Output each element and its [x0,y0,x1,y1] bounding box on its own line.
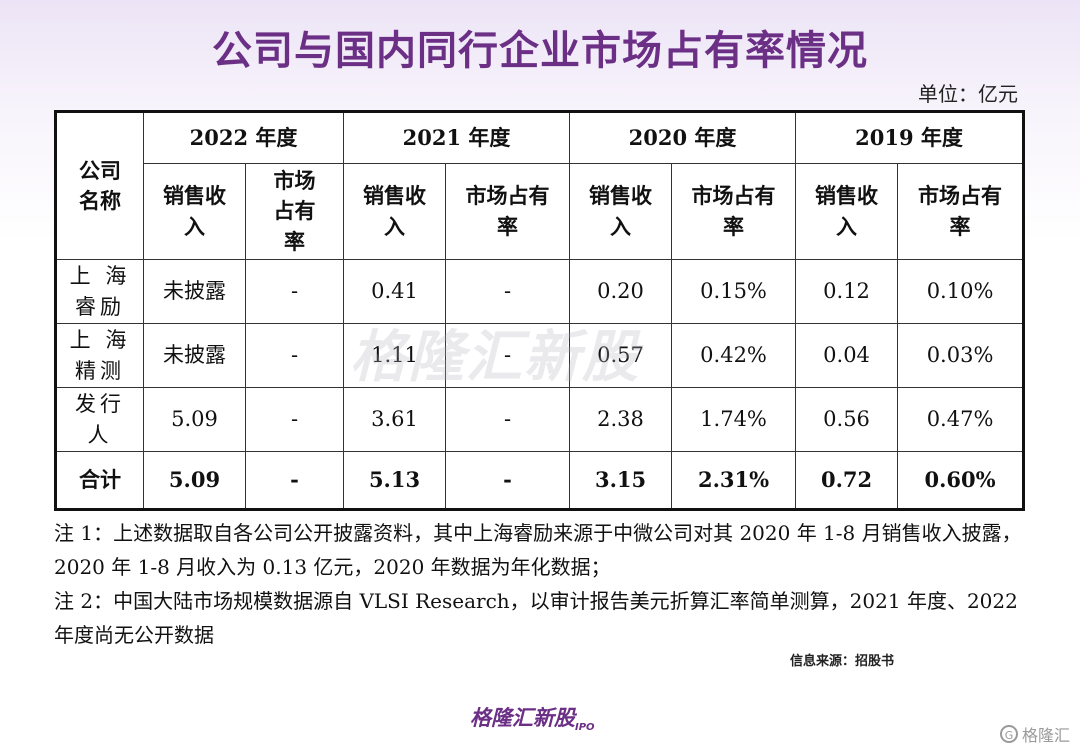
table-cell: 0.15% [671,259,797,324]
table-cell: 5.09 [143,451,246,510]
company-name: 上 海 睿励 [55,259,144,324]
table-cell: 0.10% [897,259,1025,324]
brand-circle-icon: G [999,725,1018,743]
table-row: 上 海 精测 未披露 - 1.11 - 0.57 0.42% 0.04 0.03… [55,323,1025,388]
header-year-2020: 2020 年度 [569,111,797,164]
table-cell: - [244,259,345,324]
table-cell: 0.04 [795,323,899,388]
header-year-2021: 2021 年度 [343,111,571,164]
table-cell: 2.38 [569,387,673,452]
footnote-2: 注 2：中国大陆市场规模数据源自 VLSI Research，以审计报告美元折算… [54,589,1018,647]
company-name: 上 海 精测 [55,323,144,388]
company-name: 发行 人 [55,387,144,452]
header-share: 市场占有 率 [897,163,1025,260]
header-sales: 销售收 入 [143,163,246,260]
table-cell: 0.42% [671,323,797,388]
footnotes: 注 1：上述数据取自各公司公开披露资料，其中上海睿励来源于中微公司对其 2020… [54,516,1024,652]
header-share: 市场占有 率 [671,163,797,260]
table-cell: - [244,387,345,452]
table-cell: - [445,451,571,510]
table-cell: - [244,451,345,510]
table-cell: 5.13 [343,451,447,510]
table-cell: 0.60% [897,451,1025,510]
table-row-total: 合计 5.09 - 5.13 - 3.15 2.31% 0.72 0.60% [55,451,1025,510]
unit-label: 单位：亿元 [918,82,1018,106]
page-title: 公司与国内同行企业市场占有率情况 [212,28,868,74]
table-cell: 未披露 [143,259,246,324]
header-sales: 销售收 入 [343,163,447,260]
table-cell: 3.61 [343,387,447,452]
table-cell: 0.47% [897,387,1025,452]
table-cell: 3.15 [569,451,673,510]
footnote-1: 注 1：上述数据取自各公司公开披露资料，其中上海睿励来源于中微公司对其 2020… [54,521,1022,579]
source-label: 信息来源：招股书 [790,654,895,669]
header-sales: 销售收 入 [795,163,899,260]
corner-logo: G 格隆汇 [999,722,1070,746]
total-label: 合计 [55,451,144,510]
table-cell: 0.41 [343,259,447,324]
header-share: 市场占有 率 [445,163,571,260]
table-cell: 0.12 [795,259,899,324]
header-company-name: 公司 名称 [55,111,144,260]
table-cell: 0.57 [569,323,673,388]
header-year-2022: 2022 年度 [142,111,345,164]
header-year-2019: 2019 年度 [795,111,1025,164]
table-cell: 0.20 [569,259,673,324]
table-cell: - [445,259,571,324]
header-share: 市场 占有 率 [244,163,345,260]
table-cell: 1.74% [671,387,797,452]
table-cell: 1.11 [343,323,447,388]
table-cell: - [445,323,571,388]
table-row: 发行 人 5.09 - 3.61 - 2.38 1.74% 0.56 0.47% [55,387,1025,452]
table-row: 上 海 睿励 未披露 - 0.41 - 0.20 0.15% 0.12 0.10… [55,259,1025,324]
brand-logo-suffix: IPO [575,722,595,734]
table-cell: - [244,323,345,388]
table-cell: 5.09 [143,387,246,452]
table-cell: 2.31% [671,451,797,510]
market-share-table: 公司 名称 2022 年度 2021 年度 2020 年度 2019 年度 销售… [54,110,1026,511]
header-sales: 销售收 入 [569,163,673,260]
table-cell: 0.56 [795,387,899,452]
brand-logo-text: 格隆汇新股 [470,706,575,730]
table-cell: 0.72 [795,451,899,510]
brand-logo: 格隆汇新股IPO [470,702,595,733]
table-cell: - [445,387,571,452]
table-cell: 0.03% [897,323,1025,388]
table-cell: 未披露 [143,323,246,388]
corner-logo-text: 格隆汇 [1021,726,1070,745]
